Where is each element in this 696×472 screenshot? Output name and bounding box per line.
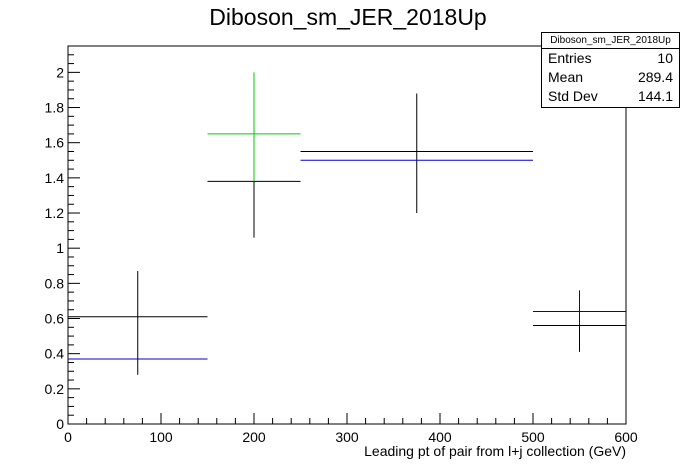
x-tick-label: 300 bbox=[335, 429, 359, 445]
y-tick-label: 0.2 bbox=[45, 381, 65, 397]
stats-box: Diboson_sm_JER_2018Up Entries 10 Mean 28… bbox=[541, 32, 680, 108]
stats-value: 144.1 bbox=[637, 88, 673, 104]
y-tick-label: 2 bbox=[56, 64, 64, 80]
y-tick-label: 0 bbox=[56, 416, 64, 432]
y-tick-label: 1.8 bbox=[45, 100, 65, 116]
x-tick-label: 600 bbox=[614, 429, 638, 445]
stats-value: 289.4 bbox=[637, 69, 673, 85]
y-tick-label: 1.6 bbox=[45, 135, 65, 151]
stats-box-title: Diboson_sm_JER_2018Up bbox=[542, 33, 679, 49]
stats-label: Std Dev bbox=[548, 88, 598, 104]
y-tick-label: 1 bbox=[56, 240, 64, 256]
x-tick-label: 100 bbox=[149, 429, 173, 445]
y-tick-label: 1.4 bbox=[45, 170, 65, 186]
stats-row-entries: Entries 10 bbox=[542, 49, 679, 68]
x-tick-label: 500 bbox=[521, 429, 545, 445]
y-tick-label: 0.4 bbox=[45, 346, 65, 362]
x-axis-label: Leading pt of pair from l+j collection (… bbox=[364, 443, 626, 459]
stats-value: 10 bbox=[657, 50, 673, 66]
stats-row-mean: Mean 289.4 bbox=[542, 68, 679, 87]
chart-title: Diboson_sm_JER_2018Up bbox=[209, 4, 487, 30]
stats-label: Entries bbox=[548, 50, 592, 66]
y-tick-label: 0.6 bbox=[45, 311, 65, 327]
x-tick-label: 200 bbox=[242, 429, 266, 445]
stats-row-stddev: Std Dev 144.1 bbox=[542, 87, 679, 106]
x-tick-label: 400 bbox=[428, 429, 452, 445]
x-tick-label: 0 bbox=[64, 429, 72, 445]
stats-label: Mean bbox=[548, 69, 584, 85]
y-tick-label: 0.8 bbox=[45, 275, 65, 291]
data-marks bbox=[68, 72, 626, 375]
axes: 0 100 200 300 400 500 600 0 0.2 0.4 0.6 0.8 1 1.2 1.4 1… bbox=[45, 45, 638, 445]
y-tick-label: 1.2 bbox=[45, 205, 65, 221]
